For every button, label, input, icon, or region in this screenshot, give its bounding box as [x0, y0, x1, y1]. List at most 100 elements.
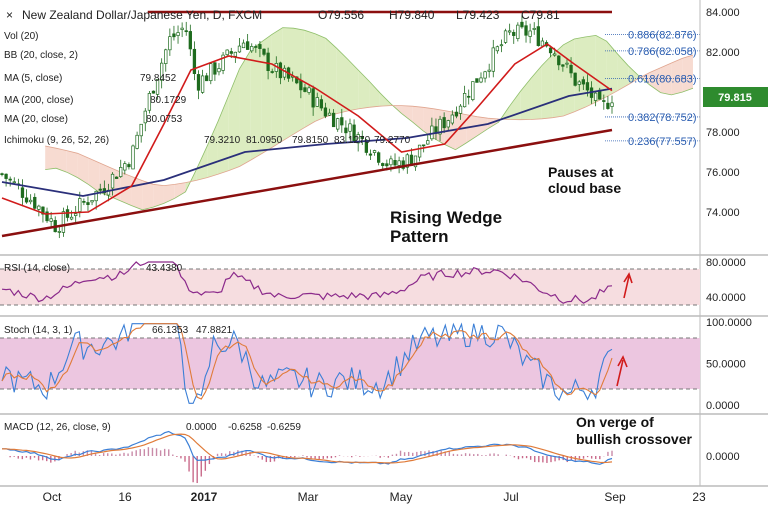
candle-body [114, 176, 119, 179]
candle-body [213, 62, 217, 75]
candle-body [139, 123, 143, 137]
fib-label: 0.886(82.876) [628, 29, 697, 41]
candle-body [577, 81, 581, 85]
cloud-segment [477, 116, 488, 136]
candle-body [454, 111, 459, 117]
candle-body [229, 51, 233, 54]
candle-body [327, 112, 332, 116]
candle-body [41, 206, 45, 215]
macd-v2: -0.6258 [228, 422, 262, 433]
candle-body [143, 110, 147, 124]
ichimoku-v5: 79.2770 [374, 135, 411, 146]
candle-body [78, 198, 82, 212]
ichimoku-label: Ichimoku (9, 26, 52, 26) [4, 135, 109, 146]
candle-body [323, 107, 328, 117]
close-icon[interactable]: × [6, 8, 13, 22]
stoch-d-value: 47.8821 [196, 325, 233, 336]
candle-body [164, 49, 168, 64]
current-price-label: 79.815 [718, 92, 752, 104]
cloud-segment [671, 58, 683, 95]
ohlc-high: H79.840 [389, 8, 435, 22]
candle-body [593, 92, 598, 101]
price-tick-label: 74.000 [706, 207, 740, 219]
stoch-d-line [1, 323, 613, 400]
cloud-segment [336, 48, 348, 114]
candle-body [250, 46, 254, 52]
candle-body [180, 27, 184, 30]
candle-body [33, 196, 37, 209]
pattern-annotation: Rising Wedge Pattern [390, 208, 502, 246]
x-tick-label: Sep [604, 490, 626, 504]
candle-body [37, 205, 41, 210]
cloud-segment [412, 106, 424, 131]
candle-body [69, 216, 74, 220]
rsi-tick-label: 40.0000 [706, 292, 746, 304]
candle-body [168, 36, 172, 51]
cloud-segment [282, 27, 294, 141]
macd-histogram [5, 447, 613, 484]
candle-body [557, 55, 561, 66]
candle-body [127, 164, 131, 168]
candle-body [585, 82, 590, 91]
candle-body [458, 105, 463, 114]
macd-signal-line [1, 433, 613, 464]
symbol-title: New Zealand Dollar/Japanese Yen, D, FXCM [22, 8, 262, 22]
stoch-label: Stoch (14, 3, 1) [4, 325, 72, 336]
candle-body [303, 87, 307, 92]
candle-body [479, 77, 483, 83]
candle-body [417, 144, 422, 158]
candle-body [233, 51, 238, 57]
x-tick-label: Mar [298, 490, 319, 504]
cloud-segment [271, 27, 283, 148]
candle-body [270, 71, 274, 73]
macd-label: MACD (12, 26, close, 9) [4, 422, 111, 433]
cloud-segment [401, 105, 413, 122]
candle-body [217, 68, 221, 73]
ichimoku-v3: 79.8150 [292, 135, 329, 146]
price-tick-label: 82.000 [706, 47, 740, 59]
x-tick-label: 16 [118, 490, 132, 504]
candle-body [98, 188, 102, 191]
candle-body [495, 46, 500, 52]
ohlc-close: C79.81 [521, 8, 560, 22]
header-legend: × New Zealand Dollar/Japanese Yen, D, FX… [6, 8, 560, 22]
cloud-segment [228, 68, 240, 171]
candle-body [160, 62, 164, 81]
candle-body [381, 163, 385, 166]
candle-body [368, 153, 373, 156]
cloud-segment [379, 92, 391, 107]
stoch-tick-label: 100.0000 [706, 317, 752, 329]
x-axis-ticks: Oct 16 2017 Mar May Jul Sep 23 [43, 490, 706, 504]
candle-body [74, 213, 78, 216]
candle-body [119, 167, 123, 177]
candle-body [29, 199, 33, 203]
candle-body [196, 74, 201, 91]
candle-body [24, 197, 29, 203]
ma200-line [1, 87, 613, 197]
rsi-line [1, 261, 613, 304]
candle-body [397, 160, 401, 166]
candle-body [548, 47, 553, 54]
candle-body [135, 134, 139, 149]
candle-body [151, 90, 156, 94]
candle-body [221, 54, 225, 71]
rsi-label: RSI (14, close) [4, 263, 70, 274]
candle-body [340, 117, 344, 126]
candle-body [147, 93, 152, 111]
ma5-label: MA (5, close) [4, 73, 62, 84]
candle-body [491, 47, 495, 72]
x-tick-label: Jul [503, 490, 518, 504]
candle-body [4, 173, 8, 179]
candle-body [573, 72, 577, 86]
candle-body [209, 63, 213, 82]
candle-body [311, 88, 315, 108]
candle-body [462, 93, 467, 108]
candle-body [172, 33, 176, 38]
candle-body [110, 173, 115, 189]
candle-body [225, 49, 229, 56]
cloud-span-b [45, 54, 694, 187]
x-tick-label: Oct [43, 490, 62, 504]
candle-body [245, 41, 250, 50]
x-tick-label: 2017 [191, 490, 218, 504]
